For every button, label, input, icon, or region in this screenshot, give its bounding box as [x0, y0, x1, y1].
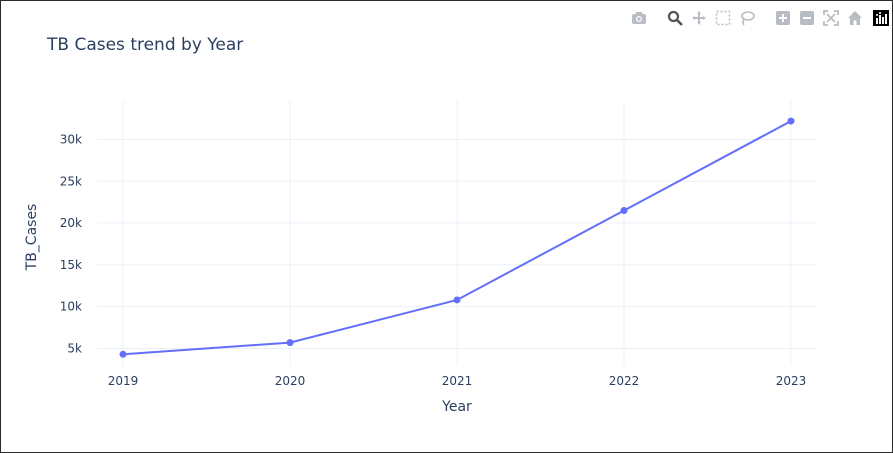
lasso-icon[interactable]	[737, 8, 757, 28]
data-point[interactable]	[453, 296, 461, 304]
data-point[interactable]	[787, 117, 795, 125]
y-tick-label: 15k	[60, 258, 82, 272]
box-select-icon[interactable]	[713, 8, 733, 28]
data-point[interactable]	[119, 350, 127, 358]
x-tick-label: 2019	[108, 374, 139, 388]
y-axis-title: TB_Cases	[24, 204, 40, 272]
chart-title: TB Cases trend by Year	[47, 35, 244, 55]
y-tick-labels: 5k 10k 15k 20k 25k 30k	[60, 132, 82, 355]
autoscale-icon[interactable]	[821, 8, 841, 28]
grid-lines	[97, 101, 817, 366]
zoom-in-icon[interactable]	[773, 8, 793, 28]
plotly-logo-icon[interactable]	[873, 10, 889, 26]
zoom-icon[interactable]	[665, 8, 685, 28]
x-tick-label: 2022	[609, 374, 640, 388]
x-tick-label: 2020	[275, 374, 306, 388]
data-point[interactable]	[286, 339, 294, 347]
x-axis-title: Year	[441, 399, 472, 415]
x-tick-labels: 2019 2020 2021 2022 2023	[108, 374, 807, 388]
y-tick-label: 25k	[60, 174, 82, 188]
y-tick-label: 20k	[60, 216, 82, 230]
x-tick-label: 2023	[776, 374, 807, 388]
camera-icon[interactable]	[629, 8, 649, 28]
series-markers	[119, 117, 795, 358]
y-tick-label: 5k	[67, 341, 82, 355]
y-tick-label: 10k	[60, 300, 82, 314]
modebar	[629, 7, 889, 29]
y-tick-label: 30k	[60, 132, 82, 146]
x-tick-label: 2021	[442, 374, 473, 388]
home-icon[interactable]	[845, 8, 865, 28]
pan-icon[interactable]	[689, 8, 709, 28]
zoom-out-icon[interactable]	[797, 8, 817, 28]
data-point[interactable]	[620, 207, 628, 215]
